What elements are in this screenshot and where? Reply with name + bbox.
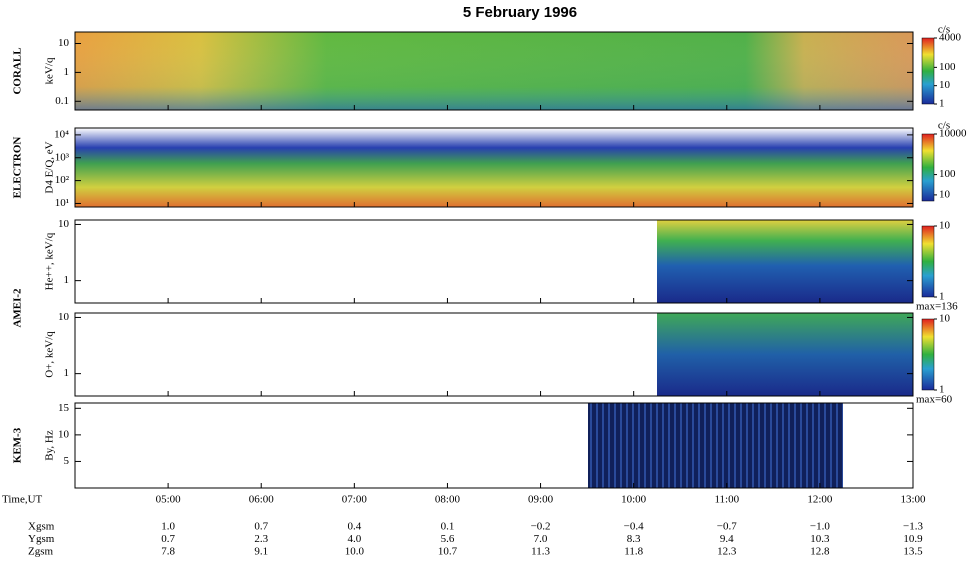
x-tick-label: 12:00	[807, 494, 833, 506]
spectrogram-shade	[75, 32, 913, 110]
orbit-value: 0.7	[161, 533, 175, 545]
x-tick-label: 06:00	[249, 494, 275, 506]
colorbar-tick-label: 100	[939, 168, 956, 180]
orbit-value: 8.3	[627, 533, 641, 545]
y-tick-label: 10⁴	[54, 128, 69, 140]
colorbar-tick-label: 1	[939, 384, 945, 396]
orbit-value: 7.8	[161, 546, 175, 558]
colorbar	[921, 225, 935, 298]
panel-frame	[74, 312, 914, 397]
x-tick-label: 10:00	[621, 494, 647, 506]
orbit-value: 10.9	[903, 533, 923, 545]
orbit-value: −1.3	[903, 521, 923, 533]
orbit-value: −0.2	[531, 521, 551, 533]
y-tick-label: 1	[64, 66, 70, 78]
colorbar-tick-label: 10	[939, 79, 951, 91]
x-tick-label: 11:00	[714, 494, 739, 506]
y-axis-label: By, Hz	[44, 430, 56, 461]
y-tick-label: 10	[58, 218, 70, 230]
orbit-value: 12.8	[810, 546, 830, 558]
orbit-value: 0.4	[347, 521, 361, 533]
colorbar-tick-label: 10	[939, 188, 951, 200]
x-tick-label: 09:00	[528, 494, 554, 506]
orbit-value: 13.5	[903, 546, 923, 558]
colorbar	[921, 318, 935, 391]
y-tick-label: 0.1	[55, 95, 69, 107]
orbit-value: 12.3	[717, 546, 737, 558]
orbit-value: 1.0	[161, 521, 175, 533]
title: 5 February 1996	[463, 4, 577, 21]
orbit-row-name: Zgsm	[28, 546, 54, 558]
orbit-value: 11.3	[531, 546, 550, 558]
y-tick-label: 10	[58, 311, 70, 323]
y-axis-label: keV/q	[44, 57, 56, 84]
colorbar-tick-label: 10	[939, 313, 951, 325]
spectrogram-images	[75, 32, 913, 488]
panel-frame	[74, 219, 914, 304]
y-tick-label: 10	[58, 428, 70, 440]
instrument-label: KEM-3	[12, 427, 24, 463]
y-axis-label: He++, keV/q	[44, 232, 56, 290]
spectrogram-image	[75, 128, 913, 207]
spectrogram-image	[657, 313, 913, 396]
panel-frame	[74, 31, 914, 111]
colorbar-tick-label: 10000	[939, 128, 967, 140]
x-axis-label: Time,UT	[2, 494, 43, 506]
colorbar-tick-label: 10	[939, 220, 951, 232]
orbit-value: 0.7	[254, 521, 268, 533]
colorbar-unit: c/s	[938, 120, 950, 132]
panel-frame	[74, 402, 914, 489]
orbit-value: 10.7	[438, 546, 458, 558]
instrument-label: CORALL	[12, 47, 24, 94]
y-tick-label: 10²	[55, 174, 70, 186]
orbit-value: 2.3	[254, 533, 268, 545]
orbit-value: 10.3	[810, 533, 830, 545]
y-axis-label: D4 E/Q, eV	[44, 141, 56, 193]
x-tick-label: 05:00	[156, 494, 182, 506]
colorbar-tick-label: 1	[939, 98, 945, 110]
orbit-value: 5.6	[441, 533, 455, 545]
colorbar-note: max=60	[916, 394, 953, 406]
colorbar-tick-label: 4000	[939, 32, 962, 44]
x-tick-label: 08:00	[435, 494, 461, 506]
orbit-value: 9.1	[254, 546, 268, 558]
orbit-value: 11.8	[624, 546, 643, 558]
orbit-value: 9.4	[720, 533, 734, 545]
y-tick-label: 15	[58, 402, 70, 414]
y-tick-label: 10³	[55, 151, 70, 163]
orbit-row-name: Xgsm	[28, 521, 55, 533]
x-tick-label: 07:00	[342, 494, 368, 506]
orbit-value: 10.0	[345, 546, 365, 558]
orbit-value: −0.7	[717, 521, 737, 533]
colorbar	[921, 133, 935, 202]
colorbar-tick-label: 100	[939, 61, 956, 73]
orbit-row-name: Ygsm	[28, 533, 55, 545]
y-tick-label: 1	[64, 274, 70, 286]
y-tick-label: 10¹	[55, 197, 69, 209]
spectrogram-image	[588, 403, 843, 488]
x-tick-label: 13:00	[900, 494, 926, 506]
colorbar	[921, 37, 935, 105]
panel-frame	[74, 127, 914, 208]
y-tick-label: 10	[58, 37, 70, 49]
orbit-value: −1.0	[810, 521, 830, 533]
spectrogram-image	[657, 220, 913, 303]
orbit-value: 0.1	[441, 521, 455, 533]
orbit-value: 4.0	[347, 533, 361, 545]
instrument-label: AMEI-2	[12, 288, 24, 328]
y-tick-label: 5	[64, 455, 70, 467]
colorbar-tick-label: 1	[939, 291, 945, 303]
instrument-label: ELECTRON	[12, 137, 24, 199]
orbit-value: 7.0	[534, 533, 548, 545]
orbit-value: −0.4	[624, 521, 644, 533]
y-tick-label: 1	[64, 367, 70, 379]
colorbar-note: max=136	[916, 301, 958, 313]
y-axis-label: O+, keV/q	[44, 331, 56, 378]
colorbar-unit: c/s	[938, 24, 950, 36]
